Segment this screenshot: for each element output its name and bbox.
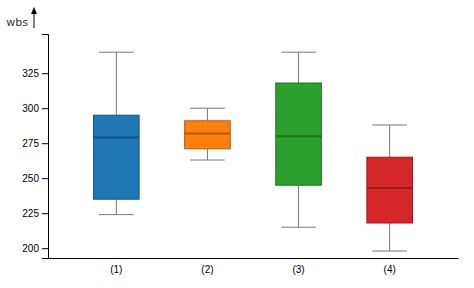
y-tick-label: 325 (22, 68, 39, 79)
y-arrow-head (31, 7, 37, 14)
y-axis: 200 225 250 275 300 325 (22, 35, 48, 259)
x-tick-label: (1) (110, 264, 122, 275)
y-tick-label: 200 (22, 243, 39, 254)
y-tick: 300 (22, 103, 48, 114)
whisker (298, 185, 299, 227)
box-group (185, 108, 231, 160)
box-group (367, 125, 413, 251)
whisker (116, 199, 117, 214)
chart: 200 225 250 275 300 325 (1) (2) (3) (4) wbs (0, 0, 474, 288)
box (276, 83, 322, 185)
whisker-cap (372, 125, 407, 126)
y-tick-label: 225 (22, 208, 39, 219)
y-tick-mark (42, 248, 48, 249)
y-tick: 200 (22, 243, 48, 254)
box (94, 115, 140, 199)
plot: 200 225 250 275 300 325 (1) (2) (3) (4) (22, 35, 458, 276)
box (367, 157, 413, 223)
whisker-cap (99, 214, 134, 215)
y-tick-mark (42, 108, 48, 109)
whisker (116, 52, 117, 115)
whisker-cap (281, 227, 316, 228)
box-group (276, 52, 322, 227)
whisker (207, 149, 208, 160)
median (94, 137, 140, 139)
whisker (207, 108, 208, 121)
y-tick-label: 250 (22, 173, 39, 184)
x-tick: (4) (384, 264, 396, 275)
x-tick: (1) (110, 264, 122, 275)
x-tick: (2) (201, 264, 213, 275)
box-group (94, 52, 140, 214)
whisker-cap (99, 52, 134, 53)
box (185, 121, 231, 149)
whisker (389, 223, 390, 251)
median (276, 135, 322, 137)
whisker-cap (281, 52, 316, 53)
y-tick-mark (42, 143, 48, 144)
x-tick-label: (2) (201, 264, 213, 275)
y-axis-line (42, 35, 49, 259)
y-tick-label: 275 (22, 138, 39, 149)
x-axis-line (49, 258, 459, 259)
y-tick-mark (42, 178, 48, 179)
whisker-cap (190, 160, 225, 161)
y-tick-label: 300 (22, 103, 39, 114)
whisker (298, 52, 299, 83)
boxes (94, 52, 413, 251)
y-tick: 275 (22, 138, 48, 149)
median (367, 187, 413, 189)
y-tick-mark (42, 213, 48, 214)
y-tick: 250 (22, 173, 48, 184)
x-tick-label: (4) (384, 264, 396, 275)
whisker-cap (372, 251, 407, 252)
x-axis: (1) (2) (3) (4) (49, 259, 459, 276)
y-tick: 225 (22, 208, 48, 219)
whisker (389, 125, 390, 157)
y-tick: 325 (22, 68, 48, 79)
y-label: wbs (6, 16, 28, 29)
whisker-cap (190, 108, 225, 109)
x-tick-label: (3) (292, 264, 304, 275)
median (185, 132, 231, 134)
x-tick: (3) (292, 264, 304, 275)
y-tick-mark (42, 73, 48, 74)
